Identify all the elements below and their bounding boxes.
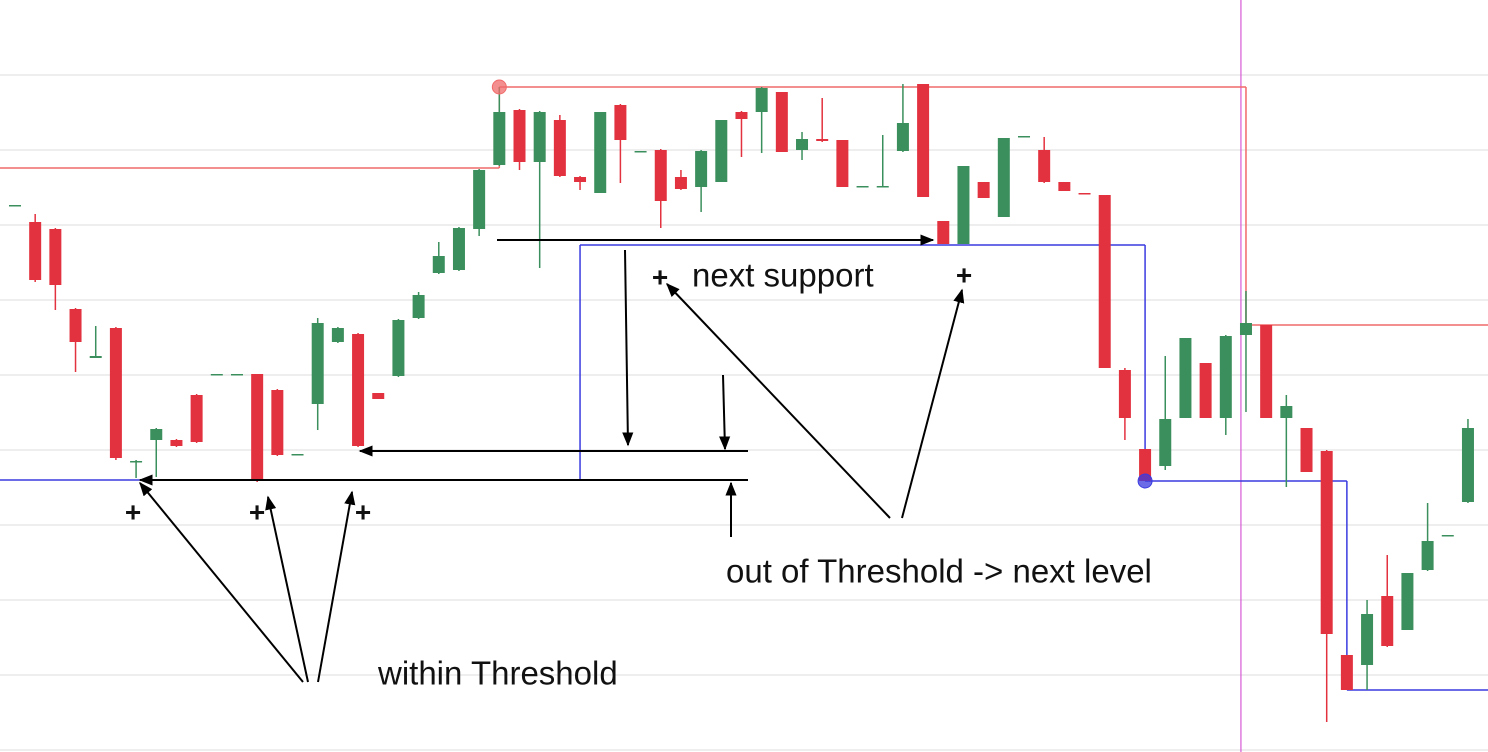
candle-body bbox=[1078, 193, 1091, 195]
candle-body bbox=[89, 356, 102, 358]
plus-mark: + bbox=[956, 259, 972, 290]
candle-body bbox=[311, 323, 324, 404]
plus-mark: + bbox=[355, 496, 371, 527]
candle-body bbox=[957, 166, 970, 244]
candle-body bbox=[1018, 136, 1030, 138]
candle-body bbox=[533, 112, 546, 162]
candle-body bbox=[755, 88, 768, 112]
candle-body bbox=[9, 205, 21, 207]
arrow bbox=[901, 288, 965, 519]
candle-body bbox=[674, 177, 687, 189]
candle-body bbox=[1421, 541, 1434, 570]
candle-body bbox=[1179, 338, 1192, 418]
candle-body bbox=[432, 256, 445, 273]
candle-body bbox=[1118, 370, 1131, 418]
candle-body bbox=[1058, 182, 1071, 191]
candle-body bbox=[796, 139, 809, 150]
level-dot bbox=[1137, 473, 1153, 489]
candle-body bbox=[695, 151, 708, 187]
candle-body bbox=[49, 229, 62, 285]
candle-body bbox=[271, 390, 284, 455]
candle-body bbox=[251, 374, 264, 480]
arrow bbox=[622, 249, 634, 447]
arrow bbox=[265, 495, 309, 683]
candle-body bbox=[574, 177, 587, 182]
annotation: out of Threshold -> next level bbox=[726, 553, 1152, 590]
candle-body bbox=[553, 120, 566, 176]
candle-body bbox=[997, 138, 1010, 217]
candle-body bbox=[1381, 596, 1394, 646]
arrow bbox=[139, 481, 304, 683]
candle-body bbox=[412, 295, 425, 318]
candle-body bbox=[1361, 614, 1374, 665]
candle-body bbox=[1320, 451, 1333, 634]
candle-body bbox=[1461, 428, 1474, 502]
candle-body bbox=[937, 221, 950, 244]
candle-body bbox=[331, 328, 344, 342]
candle-body bbox=[150, 429, 163, 440]
candle-body bbox=[372, 393, 385, 399]
candle-body bbox=[130, 461, 143, 463]
candle-body bbox=[473, 170, 486, 229]
candle-body bbox=[493, 112, 506, 165]
candle-body bbox=[513, 110, 526, 162]
candle-body bbox=[1300, 428, 1313, 472]
candle-body bbox=[1280, 406, 1293, 418]
candle-body bbox=[715, 120, 728, 182]
candle-body bbox=[977, 182, 990, 198]
candle-body bbox=[29, 222, 42, 280]
plus-mark: + bbox=[125, 496, 141, 527]
candle-body bbox=[1219, 336, 1232, 418]
candle-body bbox=[594, 112, 607, 193]
arrow bbox=[317, 490, 356, 683]
candle-body bbox=[634, 151, 647, 153]
candle-body bbox=[1038, 150, 1051, 182]
candle-body bbox=[1340, 655, 1353, 690]
candle-body bbox=[230, 374, 243, 376]
candle-body bbox=[896, 123, 909, 151]
annotation: within Threshold bbox=[377, 655, 618, 692]
plus-mark: + bbox=[249, 496, 265, 527]
candle-body bbox=[1401, 573, 1414, 630]
plus-mark: + bbox=[652, 261, 668, 292]
candle-body bbox=[856, 186, 869, 188]
candle-body bbox=[876, 186, 889, 188]
candle-body bbox=[291, 454, 304, 456]
candle-body bbox=[1441, 535, 1454, 537]
candle-body bbox=[452, 228, 465, 270]
level-dot bbox=[491, 79, 507, 95]
candle-body bbox=[190, 395, 203, 442]
candle-body bbox=[1199, 363, 1212, 418]
candle-body bbox=[836, 140, 849, 187]
arrow bbox=[666, 282, 891, 519]
candle-body bbox=[1260, 325, 1273, 418]
arrow bbox=[719, 374, 731, 451]
candle-body bbox=[170, 440, 183, 446]
candle-body bbox=[1159, 419, 1172, 466]
candle-body bbox=[735, 112, 748, 119]
candle-body bbox=[69, 309, 82, 342]
annotations: + + + + + next support out of Threshold … bbox=[125, 234, 1152, 692]
candle-body bbox=[654, 150, 667, 201]
candles bbox=[9, 84, 1474, 722]
candle-body bbox=[1098, 195, 1111, 368]
candle-body bbox=[109, 328, 122, 458]
candle-body bbox=[614, 105, 627, 140]
candle-body bbox=[392, 320, 405, 376]
candle-body bbox=[1239, 323, 1252, 335]
candle-body bbox=[210, 374, 223, 376]
candle-body bbox=[917, 84, 930, 197]
candle-body bbox=[1139, 449, 1152, 481]
annotation: next support bbox=[692, 257, 874, 294]
candle-body bbox=[775, 92, 788, 152]
candle-body bbox=[816, 139, 829, 141]
candle-body bbox=[352, 334, 365, 446]
